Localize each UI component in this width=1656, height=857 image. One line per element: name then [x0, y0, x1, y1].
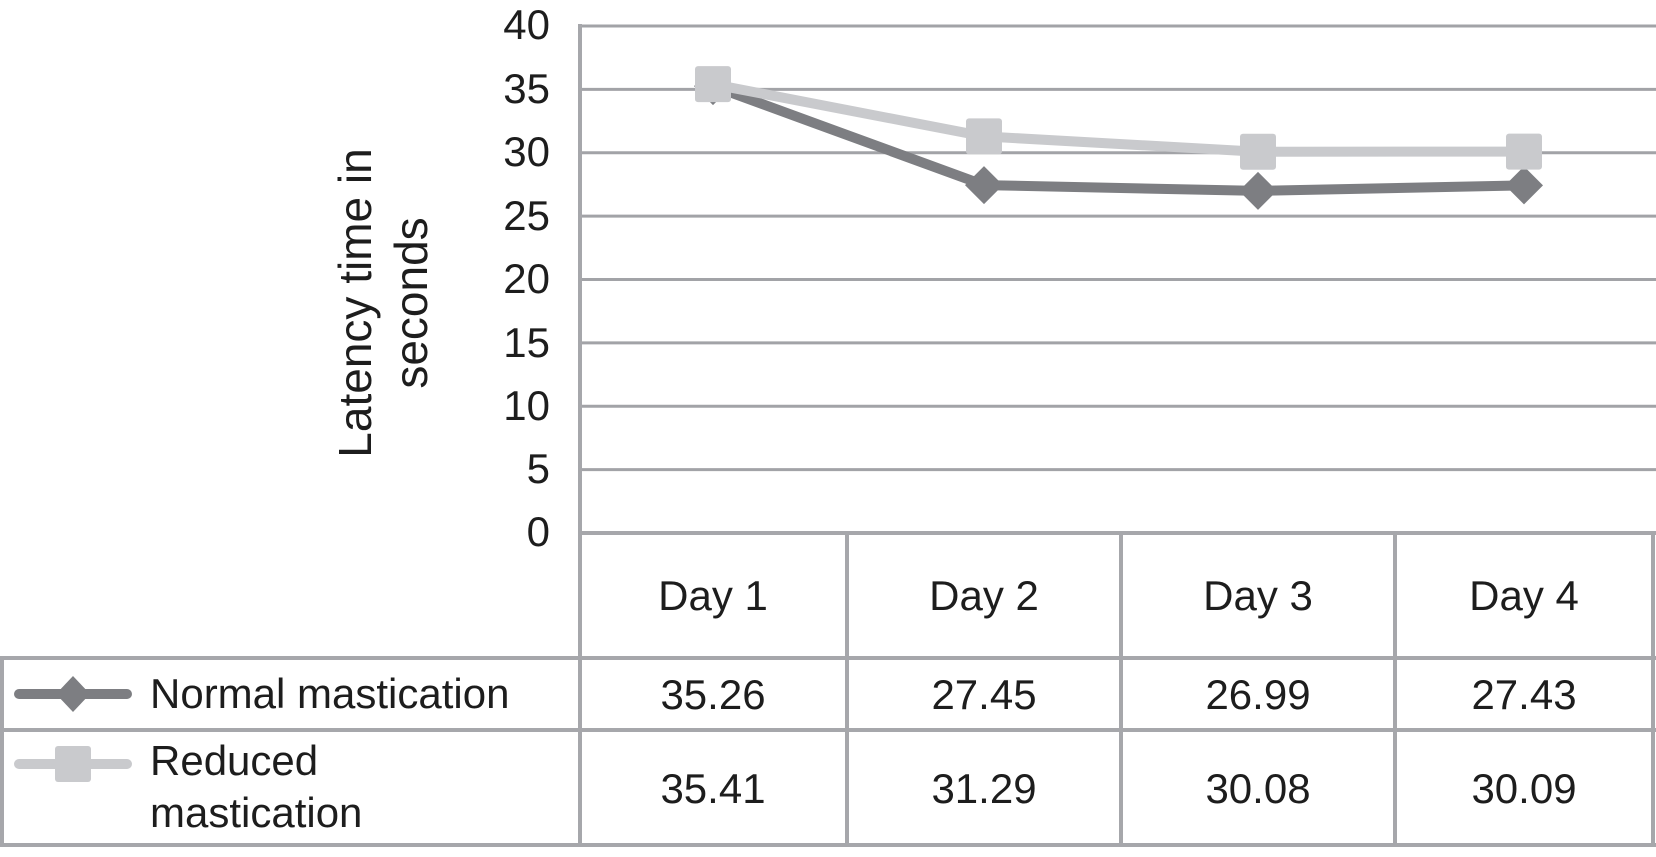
square-marker-icon — [695, 66, 731, 103]
gridlines — [579, 24, 1656, 535]
table-cell: 27.43 — [1471, 671, 1577, 718]
y-tick-label: 0 — [526, 508, 550, 556]
table-cell: 26.99 — [1205, 671, 1311, 718]
square-marker-icon — [1240, 133, 1276, 170]
diamond-marker-icon — [1239, 171, 1277, 210]
legend-label-normal-mastication: Normal mastication — [150, 670, 510, 717]
x-category-label: Day 1 — [658, 572, 768, 619]
diamond-marker-icon — [965, 166, 1003, 205]
table-cell: 35.41 — [660, 765, 766, 812]
series-line — [708, 81, 1529, 196]
table-cell: 35.26 — [660, 671, 766, 718]
square-marker-icon — [966, 118, 1002, 155]
series-line — [708, 79, 1529, 157]
table-cell: 27.45 — [931, 671, 1037, 718]
table-cell: 30.08 — [1205, 765, 1311, 812]
series-reduced-mastication — [695, 66, 1542, 170]
y-tick-label: 20 — [503, 255, 550, 303]
y-tick-label: 40 — [503, 1, 550, 49]
table-cell: 30.09 — [1471, 765, 1577, 812]
y-tick-label: 15 — [503, 319, 550, 367]
table-borders — [0, 24, 1656, 847]
x-category-label: Day 4 — [1469, 572, 1579, 619]
y-tick-label: 35 — [503, 65, 550, 113]
table-cell: 31.29 — [931, 765, 1037, 812]
x-category-label: Day 3 — [1203, 572, 1313, 619]
normal-mastication-series-marker-icon — [14, 676, 132, 712]
legend-label-reduced-mastication: Reduced mastication — [150, 737, 363, 836]
y-tick-label: 5 — [526, 445, 550, 493]
reduced-mastication-series-marker-icon — [14, 746, 132, 782]
y-tick-label: 10 — [503, 382, 550, 430]
square-marker-icon — [1506, 133, 1542, 170]
diamond-marker-icon — [1505, 166, 1543, 205]
y-tick-label: 25 — [503, 192, 550, 240]
x-category-label: Day 2 — [929, 572, 1039, 619]
y-tick-label: 30 — [503, 128, 550, 176]
